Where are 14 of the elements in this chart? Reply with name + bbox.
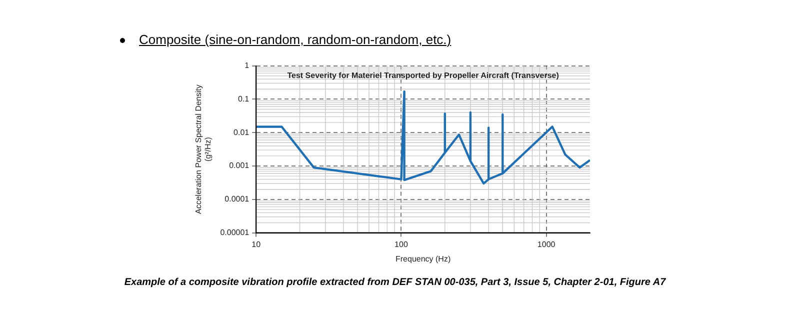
y-tick-label: 0.1 [238,94,250,104]
y-tick-label: 1 [244,61,250,70]
y-tick-label: 0.0001 [224,194,250,204]
x-tick-label: 100 [394,240,408,249]
text: Test Severity for Materiel Transported by Propeller Aircraft (Transverse) [287,71,560,80]
x-tick-label: 10 [252,240,262,249]
y-tick-label: 0.01 [234,128,250,137]
text: Example of a composite vibration profile extracted from DEF STAN 00-035, Part 3, Issue 5, Chapter 2-01, Figure A7 [123,277,667,288]
text: Composite (sine-on-random, random-on-random, etc.) [139,32,452,47]
y-axis-title: Acceleration Power Spectral Density (g²/Hz) [194,84,213,214]
x-tick-label: 1000 [537,240,556,249]
y-tick-label: 0.001 [229,161,250,170]
y-tick-label: 0.00001 [220,228,250,238]
x-axis-title: Frequency (Hz) [395,254,451,264]
